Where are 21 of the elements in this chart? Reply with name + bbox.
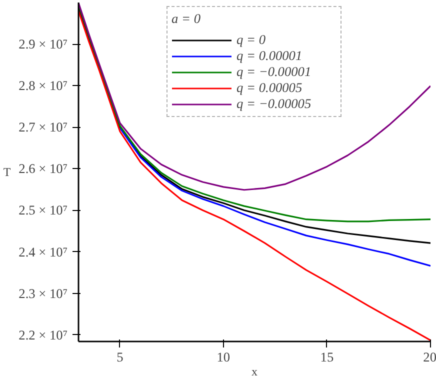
y-tick-label: 2.9 × 10⁷: [18, 36, 68, 52]
y-tick-label: 2.2 × 10⁷: [18, 327, 68, 342]
y-tick-label: 2.8 × 10⁷: [18, 78, 68, 94]
y-tick-label: 2.5 × 10⁷: [18, 202, 68, 218]
legend-label: q = 0: [236, 32, 266, 48]
x-tick-label: 20: [423, 350, 436, 364]
y-tick-label: 2.3 × 10⁷: [18, 286, 68, 301]
x-tick-label: 10: [216, 350, 230, 364]
y-tick-label: 2.4 × 10⁷: [18, 244, 68, 260]
legend-title: a = 0: [172, 11, 202, 27]
legend-label: q = −0.00001: [236, 64, 312, 80]
legend-label: q = −0.00005: [236, 96, 312, 112]
line-series: [119, 127, 430, 267]
x-tick-label: 5: [116, 350, 124, 364]
legend-label: q = 0.00005: [236, 80, 304, 96]
y-axis-title: T: [3, 165, 12, 179]
y-tick-label: 2.7 × 10⁷: [18, 120, 68, 135]
legend-label: q = 0.00001: [236, 48, 304, 64]
x-tick-label: 15: [320, 350, 334, 364]
x-axis-title: x: [252, 364, 258, 378]
y-tick-label: 2.6 × 10⁷: [18, 161, 68, 176]
